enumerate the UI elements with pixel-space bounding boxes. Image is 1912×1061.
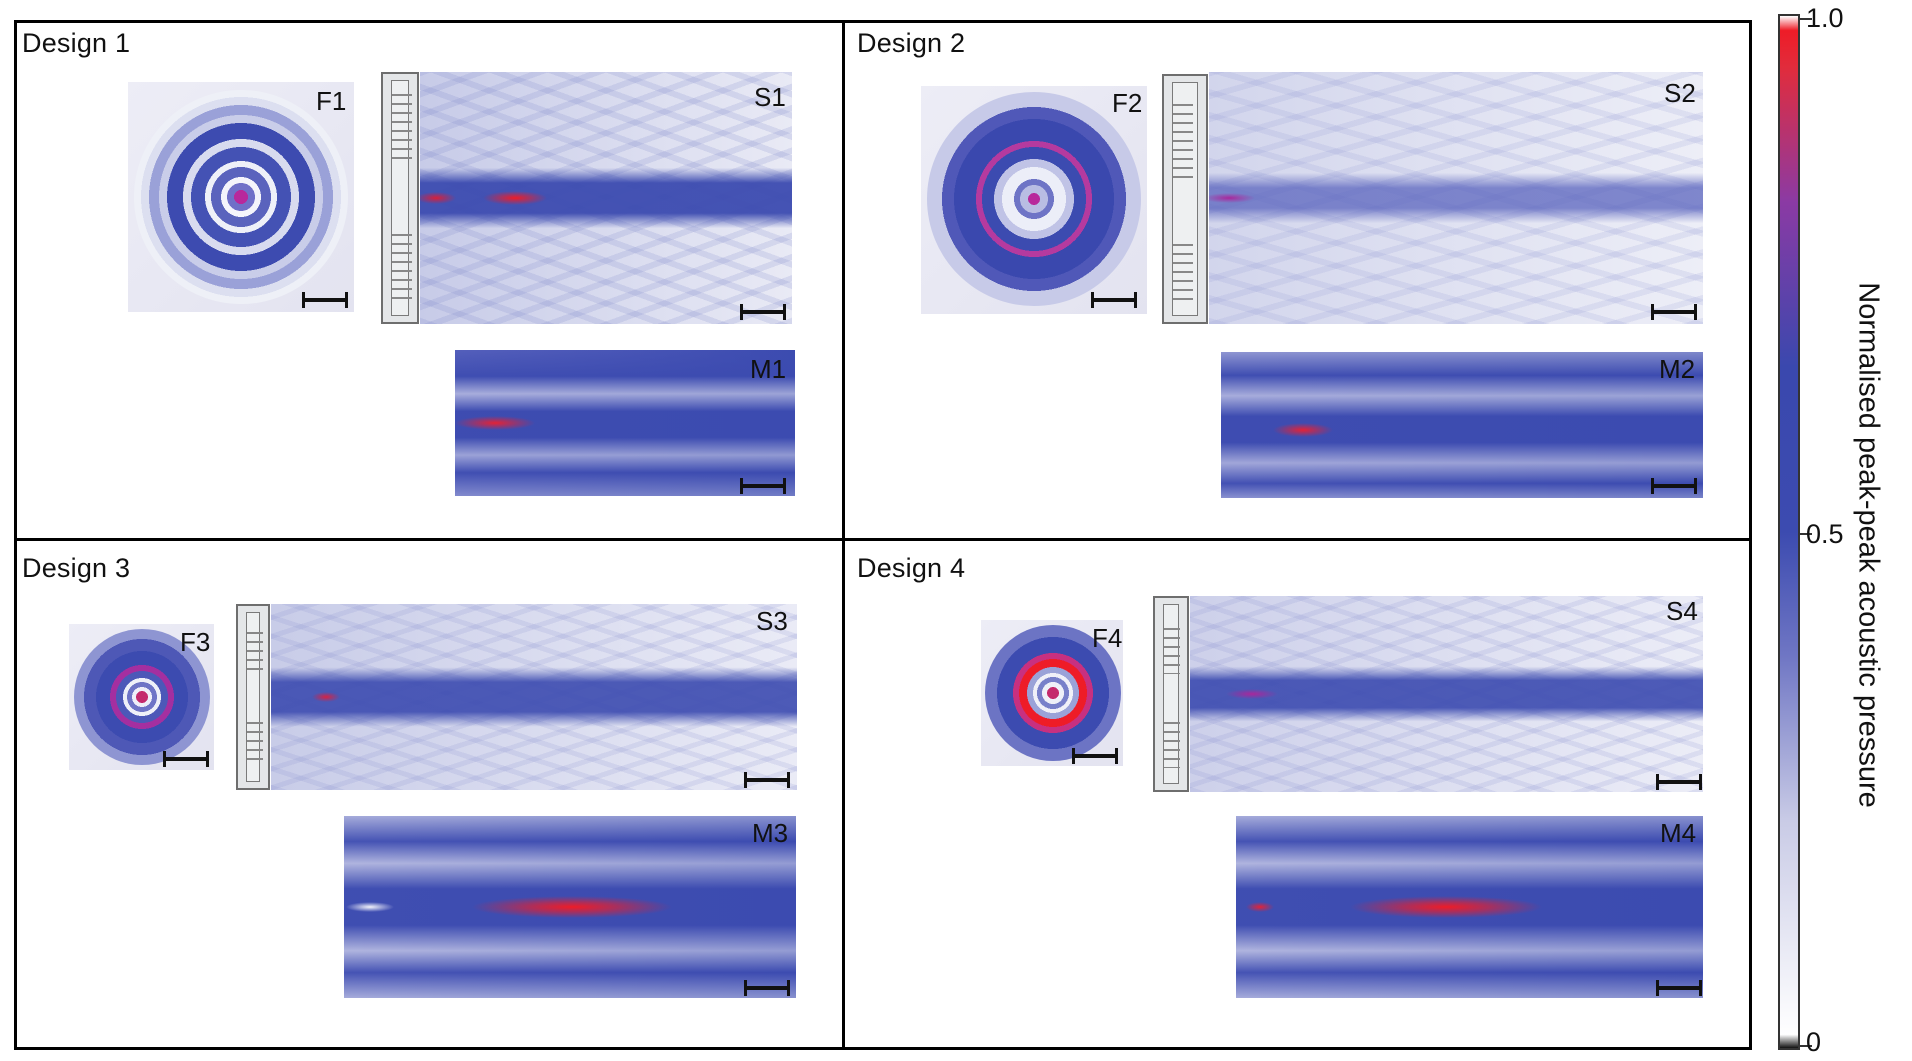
scale-bar — [1651, 304, 1697, 320]
panel-title: Design 1 — [22, 28, 131, 58]
lens-cross-section — [1153, 596, 1189, 792]
focal-map-label: F3 — [180, 627, 211, 657]
colorbar-tick — [1800, 18, 1812, 20]
colorbar-tick-label-mid: 0.5 — [1806, 519, 1844, 549]
lens-cross-section — [381, 72, 419, 324]
colorbar — [1778, 14, 1800, 1050]
panel-title: Design 2 — [857, 28, 966, 58]
focal-pressure-map — [981, 620, 1123, 766]
measured-pressure-field — [1221, 352, 1703, 498]
simulated-field-label: S2 — [1664, 78, 1696, 108]
simulated-field-label: S3 — [756, 606, 788, 636]
scale-bar — [1072, 748, 1118, 764]
simulated-field-label: S4 — [1666, 596, 1698, 626]
colorbar-tick — [1800, 533, 1812, 535]
focal-map-label: F4 — [1092, 623, 1123, 653]
simulated-pressure-field — [1209, 72, 1703, 324]
measured-field-label: M2 — [1659, 354, 1696, 384]
scale-bar — [744, 980, 790, 996]
scale-bar — [1656, 980, 1702, 996]
focal-pressure-map — [69, 624, 214, 770]
panel-title: Design 3 — [22, 553, 131, 583]
panel-grid — [14, 20, 1752, 1050]
lens-cross-section — [236, 604, 270, 790]
scale-bar — [1091, 292, 1137, 308]
measured-field-label: M3 — [752, 818, 789, 848]
scale-bar — [740, 304, 786, 320]
focal-pressure-map — [128, 82, 354, 312]
scale-bar — [740, 478, 786, 494]
colorbar-tick-label-min: 0 — [1806, 1027, 1822, 1057]
scale-bar — [744, 772, 790, 788]
measured-field-label: M1 — [750, 354, 787, 384]
scale-bar — [1656, 774, 1702, 790]
colorbar-title: Normalised peak-peak acoustic pressure — [1852, 282, 1885, 808]
focal-map-label: F2 — [1112, 88, 1143, 118]
colorbar-tick — [1800, 1045, 1812, 1047]
simulated-pressure-field — [420, 72, 792, 324]
simulated-pressure-field — [271, 604, 797, 790]
colorbar-tick-label-max: 1.0 — [1806, 3, 1844, 33]
scale-bar — [302, 292, 348, 308]
panel-title: Design 4 — [857, 553, 966, 583]
measured-field-label: M4 — [1660, 818, 1697, 848]
focal-pressure-map — [921, 86, 1147, 314]
simulated-field-label: S1 — [754, 82, 786, 112]
measured-pressure-field — [455, 350, 795, 496]
measured-pressure-field — [1236, 816, 1703, 998]
panel-divider-vertical — [842, 20, 845, 1050]
scale-bar — [1651, 478, 1697, 494]
measured-pressure-field — [344, 816, 796, 998]
focal-map-label: F1 — [316, 86, 347, 116]
panel-divider-horizontal — [14, 538, 1752, 541]
scale-bar — [163, 751, 209, 767]
lens-cross-section — [1162, 74, 1208, 324]
simulated-pressure-field — [1190, 596, 1703, 792]
